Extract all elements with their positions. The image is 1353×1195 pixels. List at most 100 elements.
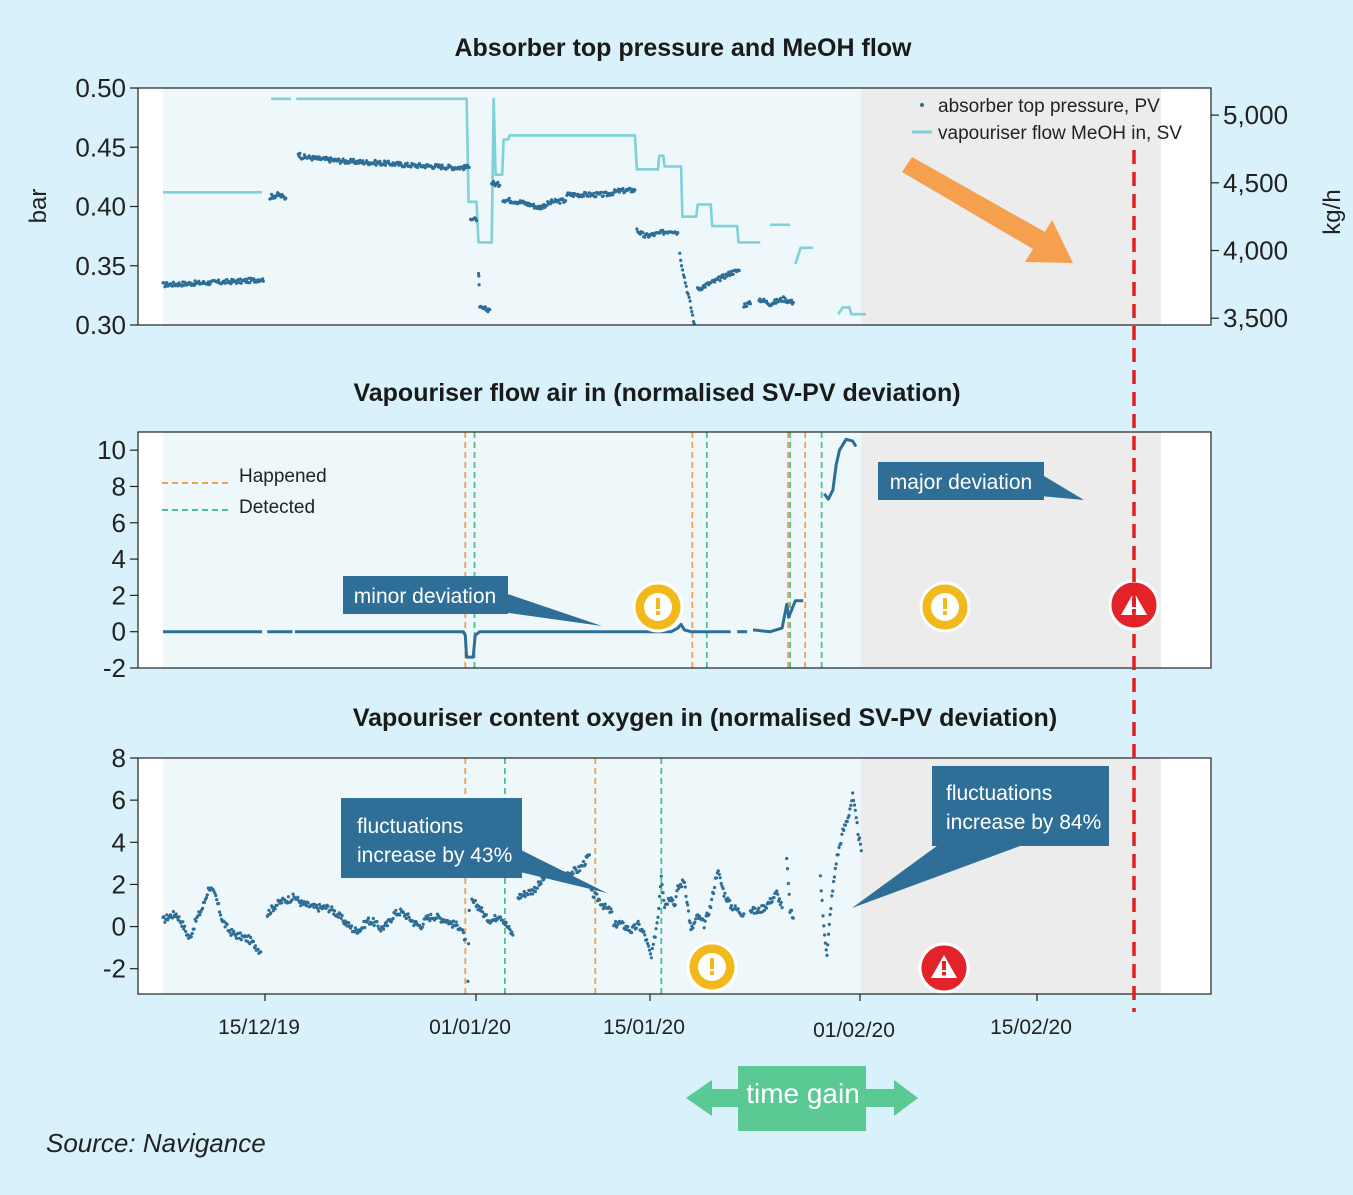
pv-point	[486, 310, 490, 314]
pv-point	[496, 180, 500, 184]
oxygen-point	[168, 913, 173, 917]
minor-deviation-callout: minor deviation	[343, 576, 602, 626]
legend-happened-label: Happened	[239, 466, 327, 487]
pv-point	[498, 183, 502, 187]
pv-point	[633, 188, 637, 192]
chart3-ytick: 2	[112, 869, 126, 899]
pv-point	[165, 281, 169, 285]
pv-point	[703, 285, 707, 289]
pv-point	[690, 310, 694, 314]
pv-point	[310, 158, 314, 162]
oxygen-point	[404, 916, 408, 921]
time-gain-arrow: time gain	[686, 1066, 918, 1131]
oxygen-point	[581, 859, 586, 864]
chart3-frame	[137, 757, 1212, 995]
oxygen-point	[856, 832, 860, 837]
pv-point	[743, 302, 747, 306]
chart1-y2tick: 3,500	[1223, 303, 1288, 333]
oxygen-point	[722, 894, 726, 898]
pv-point	[621, 187, 625, 191]
oxygen-point	[660, 883, 664, 887]
pv-point	[686, 292, 690, 296]
pv-point	[678, 251, 682, 255]
pv-point	[691, 313, 695, 317]
pv-point	[383, 163, 388, 167]
oxygen-point	[363, 925, 367, 930]
oxygen-point	[455, 923, 459, 927]
pv-point	[725, 274, 729, 278]
oxygen-point	[291, 892, 295, 896]
oxygen-point	[849, 803, 853, 808]
oxygen-point	[702, 926, 706, 930]
oxygen-point	[190, 931, 194, 936]
fluctuations-84-callout: fluctuations increase by 84%	[852, 766, 1109, 908]
pv-point	[692, 322, 696, 325]
oxygen-point	[498, 915, 503, 919]
oxygen-point	[185, 933, 190, 937]
pv-point	[680, 264, 684, 268]
oxygen-point	[787, 892, 791, 896]
oxygen-point	[634, 926, 638, 930]
pv-point	[440, 163, 444, 167]
oxygen-point	[354, 928, 358, 932]
oxygen-point	[583, 862, 588, 866]
oxygen-point	[214, 894, 218, 898]
pv-point	[737, 268, 741, 273]
oxygen-point	[519, 896, 523, 900]
oxygen-point	[718, 876, 722, 880]
oxygen-point	[225, 922, 229, 927]
chart1-ytick: 0.30	[75, 310, 126, 340]
pv-point	[779, 296, 783, 300]
oxygen-point	[275, 903, 279, 907]
oxygen-point	[510, 930, 514, 934]
oxygen-point	[371, 916, 375, 921]
oxygen-point	[694, 917, 698, 921]
pv-point	[476, 271, 481, 276]
pv-point	[791, 300, 795, 305]
oxygen-point	[768, 897, 772, 901]
pv-point	[652, 234, 656, 238]
pv-point	[635, 227, 639, 231]
chart3-xtick: 15/02/20	[990, 1016, 1072, 1039]
minor-callout-box	[343, 576, 508, 614]
oxygen-point	[736, 907, 740, 911]
oxygen-point	[571, 872, 575, 876]
pv-point	[386, 159, 390, 163]
pv-point	[477, 283, 481, 287]
pv-point	[676, 231, 680, 235]
oxygen-point	[256, 947, 260, 951]
oxygen-point	[533, 890, 538, 894]
oxygen-point	[177, 915, 181, 919]
chart1-ytick: 0.35	[75, 251, 126, 281]
pv-point	[348, 161, 352, 165]
oxygen-point	[162, 915, 166, 919]
oxygen-point	[632, 923, 637, 927]
oxygen-point	[204, 896, 208, 900]
oxygen-point	[764, 906, 769, 910]
oxygen-point	[663, 905, 667, 910]
oxygen-point	[675, 889, 679, 893]
oxygen-point	[163, 920, 167, 924]
pv-point	[643, 235, 647, 239]
oxygen-point	[834, 862, 838, 866]
oxygen-point	[370, 921, 374, 925]
alarm-icon	[918, 942, 970, 994]
fluctuations-43-callout: fluctuations increase by 43%	[341, 798, 607, 893]
oxygen-point	[228, 930, 232, 934]
oxygen-point	[259, 950, 263, 954]
oxygen-point	[399, 907, 403, 911]
oxygen-point	[733, 904, 737, 908]
pv-point	[239, 281, 243, 285]
oxygen-point	[653, 935, 657, 939]
oxygen-point	[317, 909, 321, 913]
oxygen-point	[215, 898, 219, 902]
oxygen-point	[657, 906, 661, 911]
legend-pv-marker	[920, 103, 924, 107]
oxygen-point	[824, 948, 828, 952]
oxygen-point	[411, 919, 415, 923]
oxygen-point	[648, 952, 653, 956]
major-deviation-callout: major deviation	[878, 462, 1084, 500]
oxygen-point	[778, 903, 782, 907]
sv-line	[296, 97, 761, 244]
oxygen-point	[451, 919, 455, 923]
